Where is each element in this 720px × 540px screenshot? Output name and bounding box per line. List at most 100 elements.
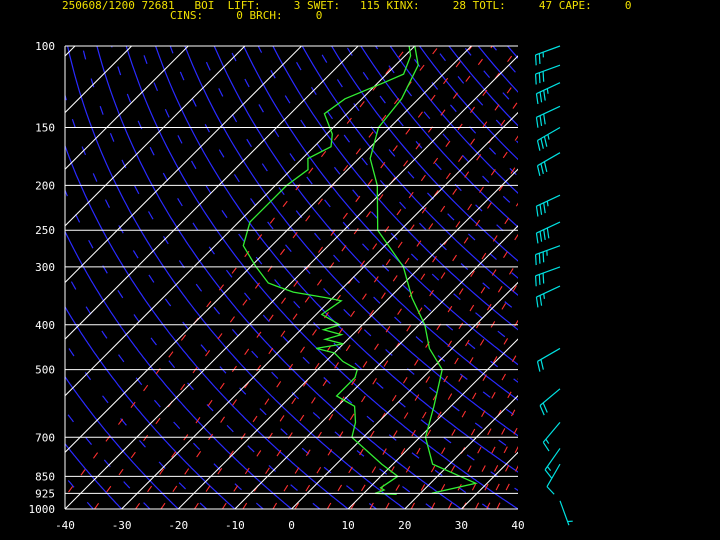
isotherm-line xyxy=(65,46,189,170)
moist-adiabat-line xyxy=(140,46,518,492)
pressure-tick-label: 250 xyxy=(35,224,55,237)
pressure-tick-label: 850 xyxy=(35,470,55,483)
wind-barb-staff xyxy=(535,64,561,75)
isotherm-line xyxy=(0,46,18,509)
wind-barb-feather xyxy=(536,140,541,151)
wind-barb-feather xyxy=(542,273,545,284)
wind-barb xyxy=(535,221,561,244)
moist-adiabat-line xyxy=(345,46,518,245)
wind-barb-staff xyxy=(537,347,561,362)
wind-barb-feather xyxy=(539,115,543,127)
dry-adiabat-line xyxy=(125,46,518,509)
wind-barb-feather xyxy=(534,254,537,266)
wind-barb xyxy=(535,285,561,308)
dry-adiabat-line xyxy=(330,46,518,262)
wind-barb-feather xyxy=(538,53,541,64)
dry-adiabat-line xyxy=(418,46,518,161)
wind-barb-staff xyxy=(536,221,561,234)
temperature-tick-label: -30 xyxy=(112,519,132,532)
wind-barb-feather xyxy=(543,202,546,214)
wind-barb xyxy=(536,127,561,151)
wind-barb-half-feather xyxy=(546,88,549,94)
wind-barb xyxy=(535,82,561,105)
plot-area xyxy=(0,36,720,509)
wind-barb-half-feather xyxy=(546,466,552,471)
wind-barb xyxy=(534,64,561,85)
header: 250608/1200 72681 BOI LIFT: 3 SWET: 115 … xyxy=(0,0,720,22)
isotherm-line xyxy=(347,338,518,509)
moist-adiabat-line xyxy=(571,36,720,509)
wind-barb-feather xyxy=(536,165,541,176)
moist-adiabat-line xyxy=(65,341,208,509)
isotherm-line xyxy=(121,111,518,509)
dry-adiabat-line xyxy=(477,46,518,93)
dry-adiabat-line xyxy=(586,36,720,509)
dry-adiabat-line xyxy=(506,46,518,60)
isotherm-line xyxy=(65,46,359,340)
wind-barb-half-feather xyxy=(547,134,550,140)
wind-barb-feather xyxy=(543,229,546,241)
wind-barb-feather xyxy=(540,138,544,149)
isotherm-line xyxy=(291,281,518,509)
wind-barb xyxy=(559,500,573,526)
wind-barb xyxy=(534,266,561,287)
wind-barb-feather xyxy=(535,232,539,244)
wind-barb-staff xyxy=(535,45,561,56)
temperature-tick-label: -10 xyxy=(225,519,245,532)
wind-barb xyxy=(536,347,561,372)
wind-barb-staff xyxy=(542,421,561,443)
wind-barb-feather xyxy=(543,90,546,101)
mixing-ratio-line xyxy=(94,46,440,509)
moist-adiabat-line xyxy=(65,188,321,509)
wind-barb-feather xyxy=(536,361,541,372)
moist-adiabat-line xyxy=(110,46,491,509)
wind-barb-staff xyxy=(536,285,561,298)
wind-barb-staff xyxy=(537,127,561,142)
isotherm-line xyxy=(65,46,132,114)
wind-barb-feather xyxy=(543,161,548,172)
dry-adiabat-line xyxy=(389,46,518,194)
wind-barb-staff xyxy=(536,194,561,207)
wind-barb-staff xyxy=(544,448,561,471)
header-indices-line-2: CINS: 0 BRCH: 0 xyxy=(170,9,323,22)
temperature-tick-label: -40 xyxy=(55,519,75,532)
wind-barb-feather xyxy=(542,251,545,263)
isotherm-line xyxy=(177,168,518,509)
mixing-ratio-line xyxy=(65,46,409,498)
temperature-tick-label: 30 xyxy=(455,519,468,532)
mixing-ratio-line xyxy=(486,445,518,509)
mixing-ratio-line xyxy=(496,465,518,509)
temperature-profile xyxy=(369,46,478,494)
wind-barb-feather xyxy=(535,93,539,105)
wind-barb-feather xyxy=(534,54,537,66)
wind-barb-feather xyxy=(543,136,548,147)
wind-barb-staff xyxy=(536,82,561,95)
header-indices-line-1: 250608/1200 72681 BOI LIFT: 3 SWET: 115 … xyxy=(62,0,632,12)
wind-barb-feather xyxy=(542,71,545,82)
temperature-tick-label: 0 xyxy=(288,519,295,532)
wind-barb xyxy=(539,388,561,416)
pressure-tick-label: 150 xyxy=(35,122,55,135)
wind-barb-half-feather xyxy=(546,201,549,207)
wind-barb-feather xyxy=(539,295,543,306)
isotherm-line xyxy=(404,395,518,509)
wind-barb xyxy=(534,245,561,266)
dry-adiabat-line xyxy=(213,46,518,401)
isotherm-line xyxy=(65,46,416,397)
isotherm-line xyxy=(461,451,518,509)
wind-barb-feather xyxy=(542,441,550,452)
temperature-tick-label: -20 xyxy=(168,519,188,532)
moist-adiabat-line xyxy=(492,46,518,76)
pressure-tick-label: 400 xyxy=(35,319,55,332)
wind-barb-feather xyxy=(534,275,537,287)
wind-barb xyxy=(546,463,561,495)
wind-barb-staff xyxy=(535,266,561,277)
dry-adiabat-line xyxy=(154,46,518,473)
mixing-ratio-line xyxy=(462,402,518,509)
pressure-tick-label: 100 xyxy=(35,40,55,53)
dry-adiabat-line xyxy=(242,46,518,366)
wind-barb-feather xyxy=(539,405,545,416)
moist-adiabat-line xyxy=(81,46,434,509)
moist-adiabat-line xyxy=(65,93,377,509)
dry-adiabat-line xyxy=(65,442,123,509)
